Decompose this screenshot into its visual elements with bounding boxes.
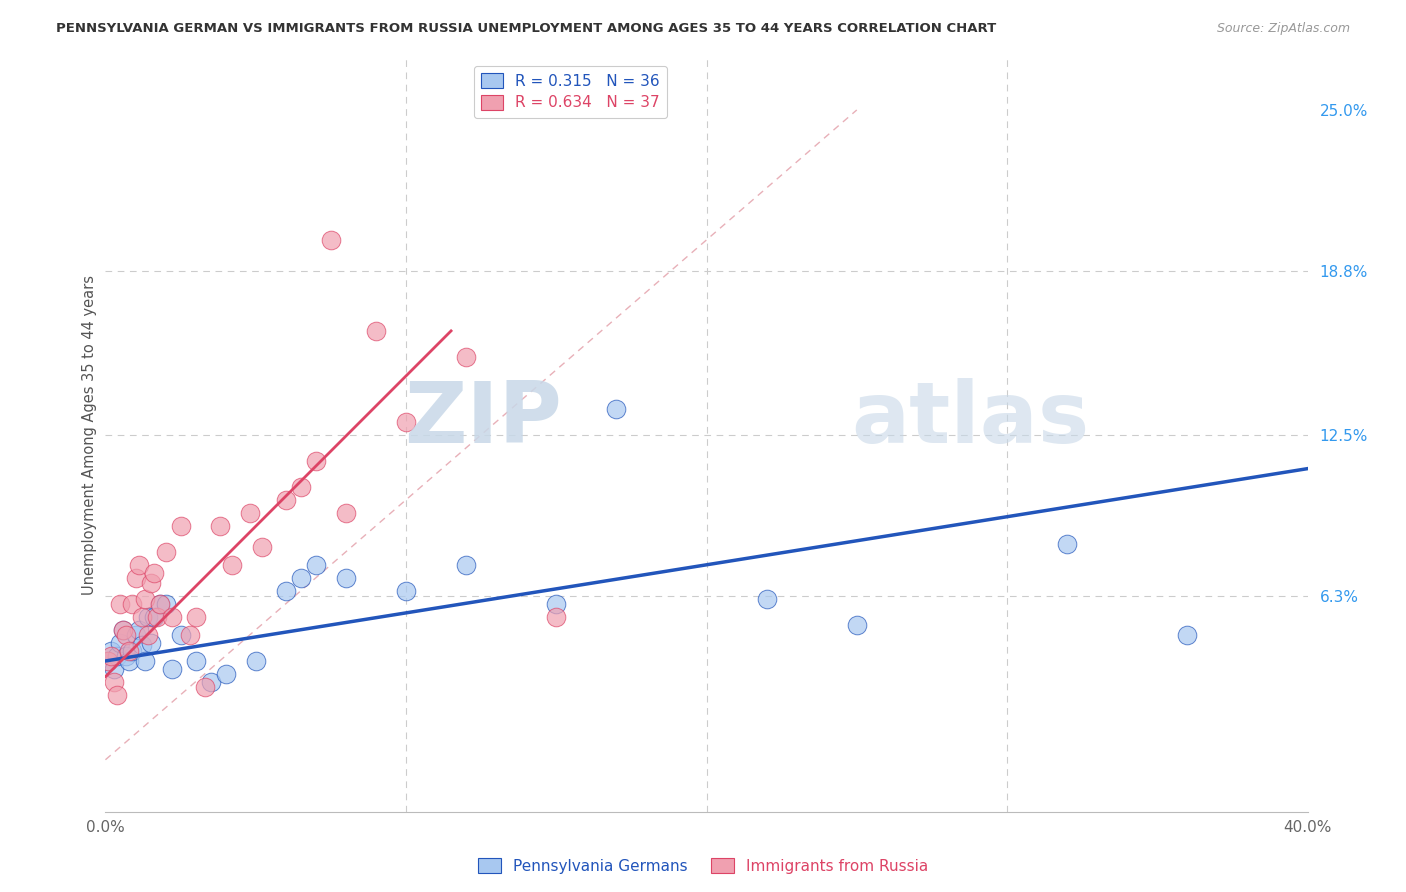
Text: atlas: atlas xyxy=(851,378,1090,461)
Point xyxy=(319,233,342,247)
Point xyxy=(121,643,143,657)
Point xyxy=(290,480,312,494)
Point xyxy=(97,654,120,668)
Point xyxy=(142,609,165,624)
Point xyxy=(546,597,568,611)
Point xyxy=(454,558,477,572)
Point xyxy=(274,492,297,507)
Y-axis label: Unemployment Among Ages 35 to 44 years: Unemployment Among Ages 35 to 44 years xyxy=(82,275,97,595)
Legend: R = 0.315   N = 36, R = 0.634   N = 37: R = 0.315 N = 36, R = 0.634 N = 37 xyxy=(474,66,668,118)
Point xyxy=(107,648,129,663)
Point xyxy=(364,324,387,338)
Point xyxy=(139,636,162,650)
Point xyxy=(131,609,153,624)
Point xyxy=(103,674,125,689)
Point xyxy=(335,506,357,520)
Point xyxy=(194,680,217,694)
Point xyxy=(142,566,165,580)
Point xyxy=(136,609,159,624)
Point xyxy=(208,518,231,533)
Point xyxy=(395,415,418,429)
Point xyxy=(110,597,132,611)
Point xyxy=(134,654,156,668)
Point xyxy=(169,628,191,642)
Point xyxy=(148,597,170,611)
Point xyxy=(121,597,143,611)
Point xyxy=(305,454,328,468)
Point xyxy=(221,558,243,572)
Point xyxy=(214,667,236,681)
Point xyxy=(335,571,357,585)
Point xyxy=(128,558,150,572)
Point xyxy=(148,597,170,611)
Point xyxy=(274,583,297,598)
Point xyxy=(160,662,183,676)
Point xyxy=(145,609,167,624)
Point xyxy=(845,617,868,632)
Legend: Pennsylvania Germans, Immigrants from Russia: Pennsylvania Germans, Immigrants from Ru… xyxy=(472,852,934,880)
Point xyxy=(395,583,418,598)
Point xyxy=(124,628,146,642)
Text: ZIP: ZIP xyxy=(405,378,562,461)
Point xyxy=(755,591,778,606)
Point xyxy=(100,648,122,663)
Point xyxy=(155,597,177,611)
Point xyxy=(110,636,132,650)
Point xyxy=(115,628,138,642)
Point xyxy=(290,571,312,585)
Point xyxy=(605,401,627,416)
Point xyxy=(134,591,156,606)
Point xyxy=(131,639,153,653)
Point xyxy=(184,654,207,668)
Point xyxy=(239,506,262,520)
Point xyxy=(118,654,141,668)
Point xyxy=(124,571,146,585)
Point xyxy=(103,662,125,676)
Text: Source: ZipAtlas.com: Source: ZipAtlas.com xyxy=(1216,22,1350,36)
Point xyxy=(112,623,135,637)
Point xyxy=(107,688,129,702)
Point xyxy=(169,518,191,533)
Point xyxy=(118,643,141,657)
Point xyxy=(115,648,138,663)
Point xyxy=(100,643,122,657)
Point xyxy=(200,674,222,689)
Point xyxy=(155,545,177,559)
Point xyxy=(128,623,150,637)
Point xyxy=(112,623,135,637)
Point xyxy=(250,540,273,554)
Point xyxy=(184,609,207,624)
Point xyxy=(139,576,162,591)
Point xyxy=(454,350,477,364)
Point xyxy=(179,628,201,642)
Point xyxy=(305,558,328,572)
Point xyxy=(245,654,267,668)
Point xyxy=(1175,628,1198,642)
Point xyxy=(160,609,183,624)
Point xyxy=(546,609,568,624)
Text: PENNSYLVANIA GERMAN VS IMMIGRANTS FROM RUSSIA UNEMPLOYMENT AMONG AGES 35 TO 44 Y: PENNSYLVANIA GERMAN VS IMMIGRANTS FROM R… xyxy=(56,22,997,36)
Point xyxy=(97,654,120,668)
Point xyxy=(136,628,159,642)
Point xyxy=(1056,537,1078,551)
